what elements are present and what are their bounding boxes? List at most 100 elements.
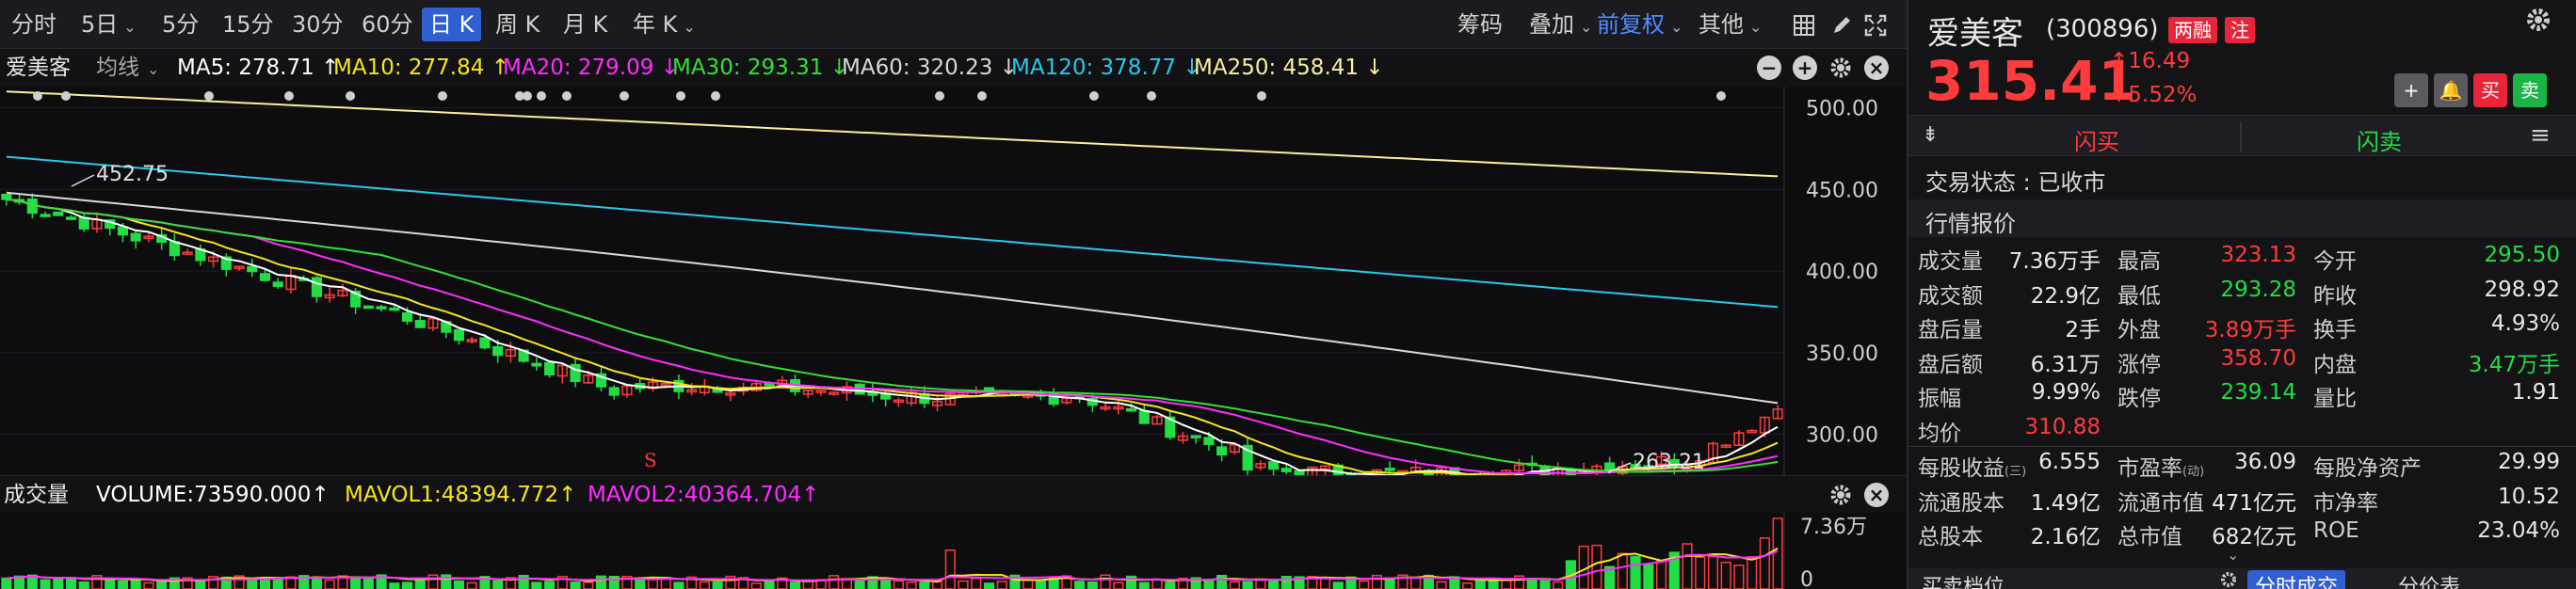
- quote-panel: 爱美客 (300896) 两融 注 315.41 ↑16.49 +5.52% +…: [1907, 0, 2576, 589]
- bell-alert-icon[interactable]: 🔔: [2434, 73, 2468, 107]
- candle-body: [414, 320, 426, 328]
- period-tab-year[interactable]: 年 K ⌄: [633, 11, 696, 38]
- grid-layout-icon[interactable]: [1793, 14, 1815, 37]
- tab-price-table[interactable]: 分价表: [2398, 576, 2461, 589]
- candle-body: [40, 214, 51, 217]
- volume-bar: [919, 581, 930, 589]
- period-tab-5day[interactable]: 5日 ⌄: [81, 11, 137, 38]
- buy-button[interactable]: 买: [2473, 73, 2507, 107]
- period-tab-day[interactable]: 日 K: [422, 8, 482, 41]
- volume-bar: [1617, 552, 1628, 589]
- volume-bar: [40, 579, 51, 589]
- chips-button[interactable]: 筹码: [1457, 11, 1503, 38]
- forward-adjust-button[interactable]: 前复权 ⌄: [1597, 11, 1683, 38]
- candle-body: [169, 241, 180, 257]
- overlay-button[interactable]: 叠加 ⌄: [1529, 11, 1593, 38]
- plus-circle-icon[interactable]: +: [1793, 56, 1817, 80]
- volume-zero-label: 0: [1800, 568, 1813, 589]
- quote-value: 298.92: [2484, 277, 2560, 302]
- volume-bar: [1165, 581, 1176, 589]
- indicator-select[interactable]: 均线 ⌄: [96, 56, 160, 80]
- candle-body: [1759, 416, 1770, 434]
- event-dot: [33, 91, 42, 101]
- event-dot: [562, 91, 572, 101]
- tab-tick-trades[interactable]: 分时成交: [2247, 570, 2346, 589]
- mavol1-legend: MAVOL1:48394.772↑: [345, 483, 577, 507]
- chevron-down-icon[interactable]: ⌄: [2227, 546, 2240, 564]
- event-dot: [438, 91, 447, 101]
- last-price: 315.41: [1925, 49, 2136, 113]
- draw-pen-icon[interactable]: [1830, 14, 1853, 37]
- volume-bar: [712, 581, 723, 589]
- settings-gear-icon[interactable]: [2524, 6, 2552, 34]
- close-circle-icon[interactable]: ×: [1864, 56, 1889, 80]
- ma10-legend: MA10: 277.84 ↑: [333, 56, 509, 80]
- collapse-icon[interactable]: ⇟: [1922, 123, 1940, 147]
- volume-bar: [505, 577, 516, 589]
- candle-body: [725, 392, 736, 396]
- candle-body: [1242, 444, 1253, 471]
- quote-value: 2手: [2065, 318, 2101, 342]
- candle-body: [1113, 406, 1124, 410]
- quote-value: 22.9亿: [2030, 283, 2101, 309]
- menu-icon[interactable]: ≡: [2530, 121, 2551, 150]
- ma250-legend: MA250: 458.41 ↓: [1194, 56, 1384, 80]
- minus-circle-icon[interactable]: −: [1757, 56, 1781, 80]
- period-tab-60min[interactable]: 60分: [362, 11, 413, 38]
- close-circle-icon[interactable]: ×: [1864, 483, 1889, 507]
- add-watchlist-icon[interactable]: +: [2394, 73, 2428, 107]
- fullscreen-icon[interactable]: [1864, 14, 1887, 37]
- volume-bar: [324, 579, 335, 589]
- settings-gear-icon[interactable]: [2219, 570, 2238, 589]
- settings-gear-icon[interactable]: [1828, 56, 1853, 80]
- quote-value: 358.70: [2220, 345, 2296, 371]
- candle-body: [453, 328, 465, 342]
- volume-bar: [686, 576, 698, 589]
- candlestick-chart[interactable]: 500.00 450.00 400.00 350.00 300.00 452.75 263.…: [0, 87, 1907, 475]
- candle-body: [932, 400, 943, 406]
- volume-bar: [117, 581, 129, 589]
- settings-gear-icon[interactable]: [1828, 483, 1853, 507]
- volume-bar: [1, 577, 12, 589]
- event-dot: [1089, 91, 1099, 101]
- volume-bar: [130, 578, 141, 589]
- fundamental-label: 流通市值: [2117, 490, 2204, 516]
- period-tab-month[interactable]: 月 K: [563, 11, 608, 38]
- volume-chart[interactable]: 7.36万 0: [0, 513, 1907, 589]
- candle-body: [1668, 458, 1680, 468]
- quote-value: 295.50: [2484, 243, 2560, 267]
- candle-body: [1190, 435, 1201, 438]
- period-tab-intraday[interactable]: 分时: [11, 11, 56, 38]
- candle-body: [505, 348, 516, 358]
- trade-status: 交易状态 : 已收市: [1925, 169, 2106, 196]
- candle-body: [1, 193, 12, 200]
- period-tab-week[interactable]: 周 K: [495, 11, 540, 38]
- period-tab-15min[interactable]: 15分: [222, 11, 274, 38]
- tab-order-book[interactable]: 买卖档位: [1922, 576, 2005, 589]
- candle-body: [117, 226, 129, 236]
- volume-bar: [673, 581, 684, 589]
- volume-bar: [1772, 517, 1783, 589]
- volume-bar: [1655, 560, 1667, 589]
- flash-buy-button[interactable]: 闪买: [2074, 129, 2119, 155]
- volume-bar: [556, 576, 568, 589]
- candle-body: [1151, 416, 1163, 425]
- period-tab-30min[interactable]: 30分: [292, 11, 344, 38]
- volume-bar: [1682, 543, 1693, 589]
- other-button[interactable]: 其他 ⌄: [1699, 11, 1763, 38]
- volume-bar: [893, 580, 904, 589]
- candle-body: [53, 211, 64, 216]
- fundamental-value: 6.555: [2038, 450, 2101, 474]
- sell-button[interactable]: 卖: [2513, 73, 2547, 107]
- quote-label: 换手: [2313, 318, 2357, 342]
- candle-body: [1630, 464, 1641, 469]
- volume-bar: [829, 575, 840, 589]
- volume-bar: [1177, 578, 1189, 589]
- volume-bar: [906, 581, 917, 589]
- volume-bar: [247, 580, 258, 589]
- ma60-line: [6, 191, 1779, 405]
- flash-sell-button[interactable]: 闪卖: [2357, 129, 2402, 155]
- volume-bar: [1474, 580, 1486, 589]
- candle-body: [1177, 435, 1189, 441]
- period-tab-5min[interactable]: 5分: [162, 11, 200, 38]
